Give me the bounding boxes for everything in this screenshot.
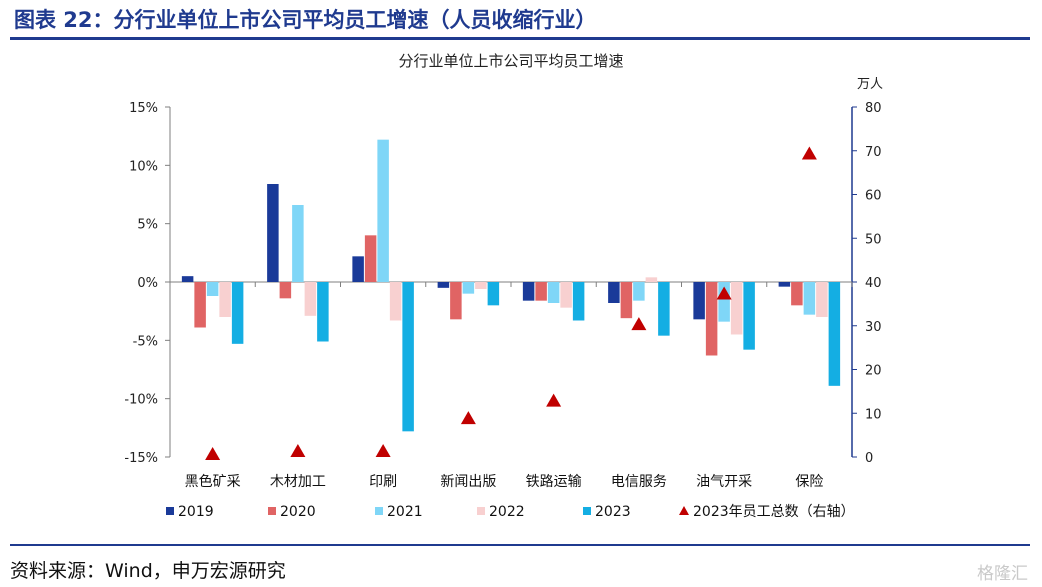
category-label: 木材加工 xyxy=(270,474,326,490)
marker-triangle-黑色矿采 xyxy=(205,447,221,460)
right-axis-tick-label: 70 xyxy=(865,145,882,160)
bar-2022-铁路运输 xyxy=(560,282,572,308)
bar-2022-新闻出版 xyxy=(475,282,487,289)
right-axis-tick-label: 30 xyxy=(865,320,882,335)
right-axis-unit: 万人 xyxy=(857,77,883,92)
marker-triangle-油气开采 xyxy=(716,286,732,300)
bar-2019-新闻出版 xyxy=(437,282,450,288)
bar-2021-保险 xyxy=(803,282,816,315)
right-axis-tick-label: 50 xyxy=(865,232,882,247)
marker-triangle-电信服务 xyxy=(631,317,647,331)
right-axis-tick-label: 0 xyxy=(865,451,873,466)
category-label: 油气开采 xyxy=(696,474,752,490)
left-axis-tick-label: 0% xyxy=(137,276,158,291)
legend-swatch-2019 xyxy=(166,507,174,515)
bar-2020-保险 xyxy=(791,282,803,306)
bar-2019-油气开采 xyxy=(693,282,705,320)
bar-2023-铁路运输 xyxy=(572,282,585,321)
bottom-rule xyxy=(10,544,1030,546)
right-axis-tick-label: 40 xyxy=(865,276,882,291)
figure-title: 图表 22：分行业单位上市公司平均员工增速（人员收缩行业） xyxy=(14,8,597,32)
legend-swatch-2022 xyxy=(477,507,485,515)
category-label: 电信服务 xyxy=(611,474,667,490)
bar-2019-电信服务 xyxy=(608,282,620,303)
bar-2022-电信服务 xyxy=(645,277,658,282)
bar-2020-木材加工 xyxy=(279,282,292,299)
legend-swatch-2021 xyxy=(375,507,383,515)
legend-label-2021: 2021 xyxy=(387,504,423,520)
chart-title: 分行业单位上市公司平均员工增速 xyxy=(398,52,623,70)
right-axis-tick-label: 20 xyxy=(865,364,882,379)
bar-2023-油气开采 xyxy=(743,282,755,350)
bar-2020-电信服务 xyxy=(620,282,633,319)
category-label: 黑色矿采 xyxy=(185,473,241,490)
marker-triangle-保险 xyxy=(801,146,817,160)
legend-swatch-2023 xyxy=(583,507,591,515)
bar-2020-印刷 xyxy=(364,235,377,282)
category-label: 保险 xyxy=(795,474,823,490)
bar-2022-黑色矿采 xyxy=(219,282,231,317)
legend-label-2022: 2022 xyxy=(489,504,525,520)
watermark: 格隆汇 xyxy=(977,564,1028,584)
legend-label-marker: 2023年员工总数（右轴） xyxy=(693,504,855,520)
bar-2021-电信服务 xyxy=(633,282,645,301)
left-axis-tick-label: 5% xyxy=(137,218,158,233)
bar-2019-木材加工 xyxy=(267,184,279,282)
bar-2022-印刷 xyxy=(389,282,402,321)
marker-triangle-木材加工 xyxy=(290,443,306,457)
category-label: 印刷 xyxy=(369,474,397,490)
bar-2022-木材加工 xyxy=(304,282,317,316)
bar-2023-木材加工 xyxy=(317,282,329,342)
bar-2021-木材加工 xyxy=(292,205,304,282)
bar-2023-电信服务 xyxy=(658,282,670,336)
bar-2020-油气开采 xyxy=(705,282,718,356)
bar-2021-新闻出版 xyxy=(462,282,475,294)
marker-triangle-印刷 xyxy=(375,443,391,457)
legend-swatch-2020 xyxy=(268,507,276,515)
bar-2022-油气开采 xyxy=(730,282,743,335)
marker-triangle-新闻出版 xyxy=(460,411,476,425)
bar-2020-新闻出版 xyxy=(450,282,462,320)
bar-2023-保险 xyxy=(828,282,841,386)
bar-2019-铁路运输 xyxy=(522,282,535,301)
bar-2021-铁路运输 xyxy=(547,282,560,303)
bar-2020-黑色矿采 xyxy=(194,282,206,328)
bar-2021-油气开采 xyxy=(718,282,730,322)
left-axis-tick-label: 10% xyxy=(129,159,158,174)
source-note: 资料来源：Wind，申万宏源研究 xyxy=(10,560,286,582)
legend-label-2019: 2019 xyxy=(178,504,214,520)
bar-2021-印刷 xyxy=(377,139,389,282)
bar-2019-保险 xyxy=(778,282,791,287)
bar-2023-新闻出版 xyxy=(487,282,500,306)
bar-2019-黑色矿采 xyxy=(181,276,194,282)
bar-2019-印刷 xyxy=(352,256,364,282)
category-label: 新闻出版 xyxy=(440,474,496,490)
right-axis-tick-label: 10 xyxy=(865,407,882,422)
left-axis-tick-label: -10% xyxy=(124,393,158,408)
legend-label-2020: 2020 xyxy=(280,504,316,520)
right-axis-tick-label: 60 xyxy=(865,189,882,204)
bar-2022-保险 xyxy=(816,282,828,317)
bar-2021-黑色矿采 xyxy=(206,282,219,296)
bar-2020-铁路运输 xyxy=(535,282,547,301)
category-label: 铁路运输 xyxy=(526,474,582,490)
marker-triangle-铁路运输 xyxy=(546,393,562,407)
top-rule xyxy=(10,37,1030,40)
right-axis-tick-label: 80 xyxy=(865,101,882,116)
left-axis-tick-label: -15% xyxy=(124,451,158,466)
left-axis-tick-label: 15% xyxy=(129,101,158,116)
legend-label-2023: 2023 xyxy=(595,504,631,520)
bar-2023-印刷 xyxy=(402,282,414,432)
left-axis-tick-label: -5% xyxy=(133,334,158,349)
legend-swatch-marker xyxy=(679,506,689,515)
bar-2023-黑色矿采 xyxy=(231,282,244,344)
